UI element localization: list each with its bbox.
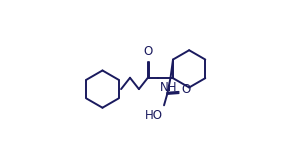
Text: HO: HO bbox=[145, 109, 163, 122]
Text: O: O bbox=[143, 45, 153, 58]
Text: O: O bbox=[181, 83, 190, 96]
Text: NH: NH bbox=[160, 81, 177, 94]
